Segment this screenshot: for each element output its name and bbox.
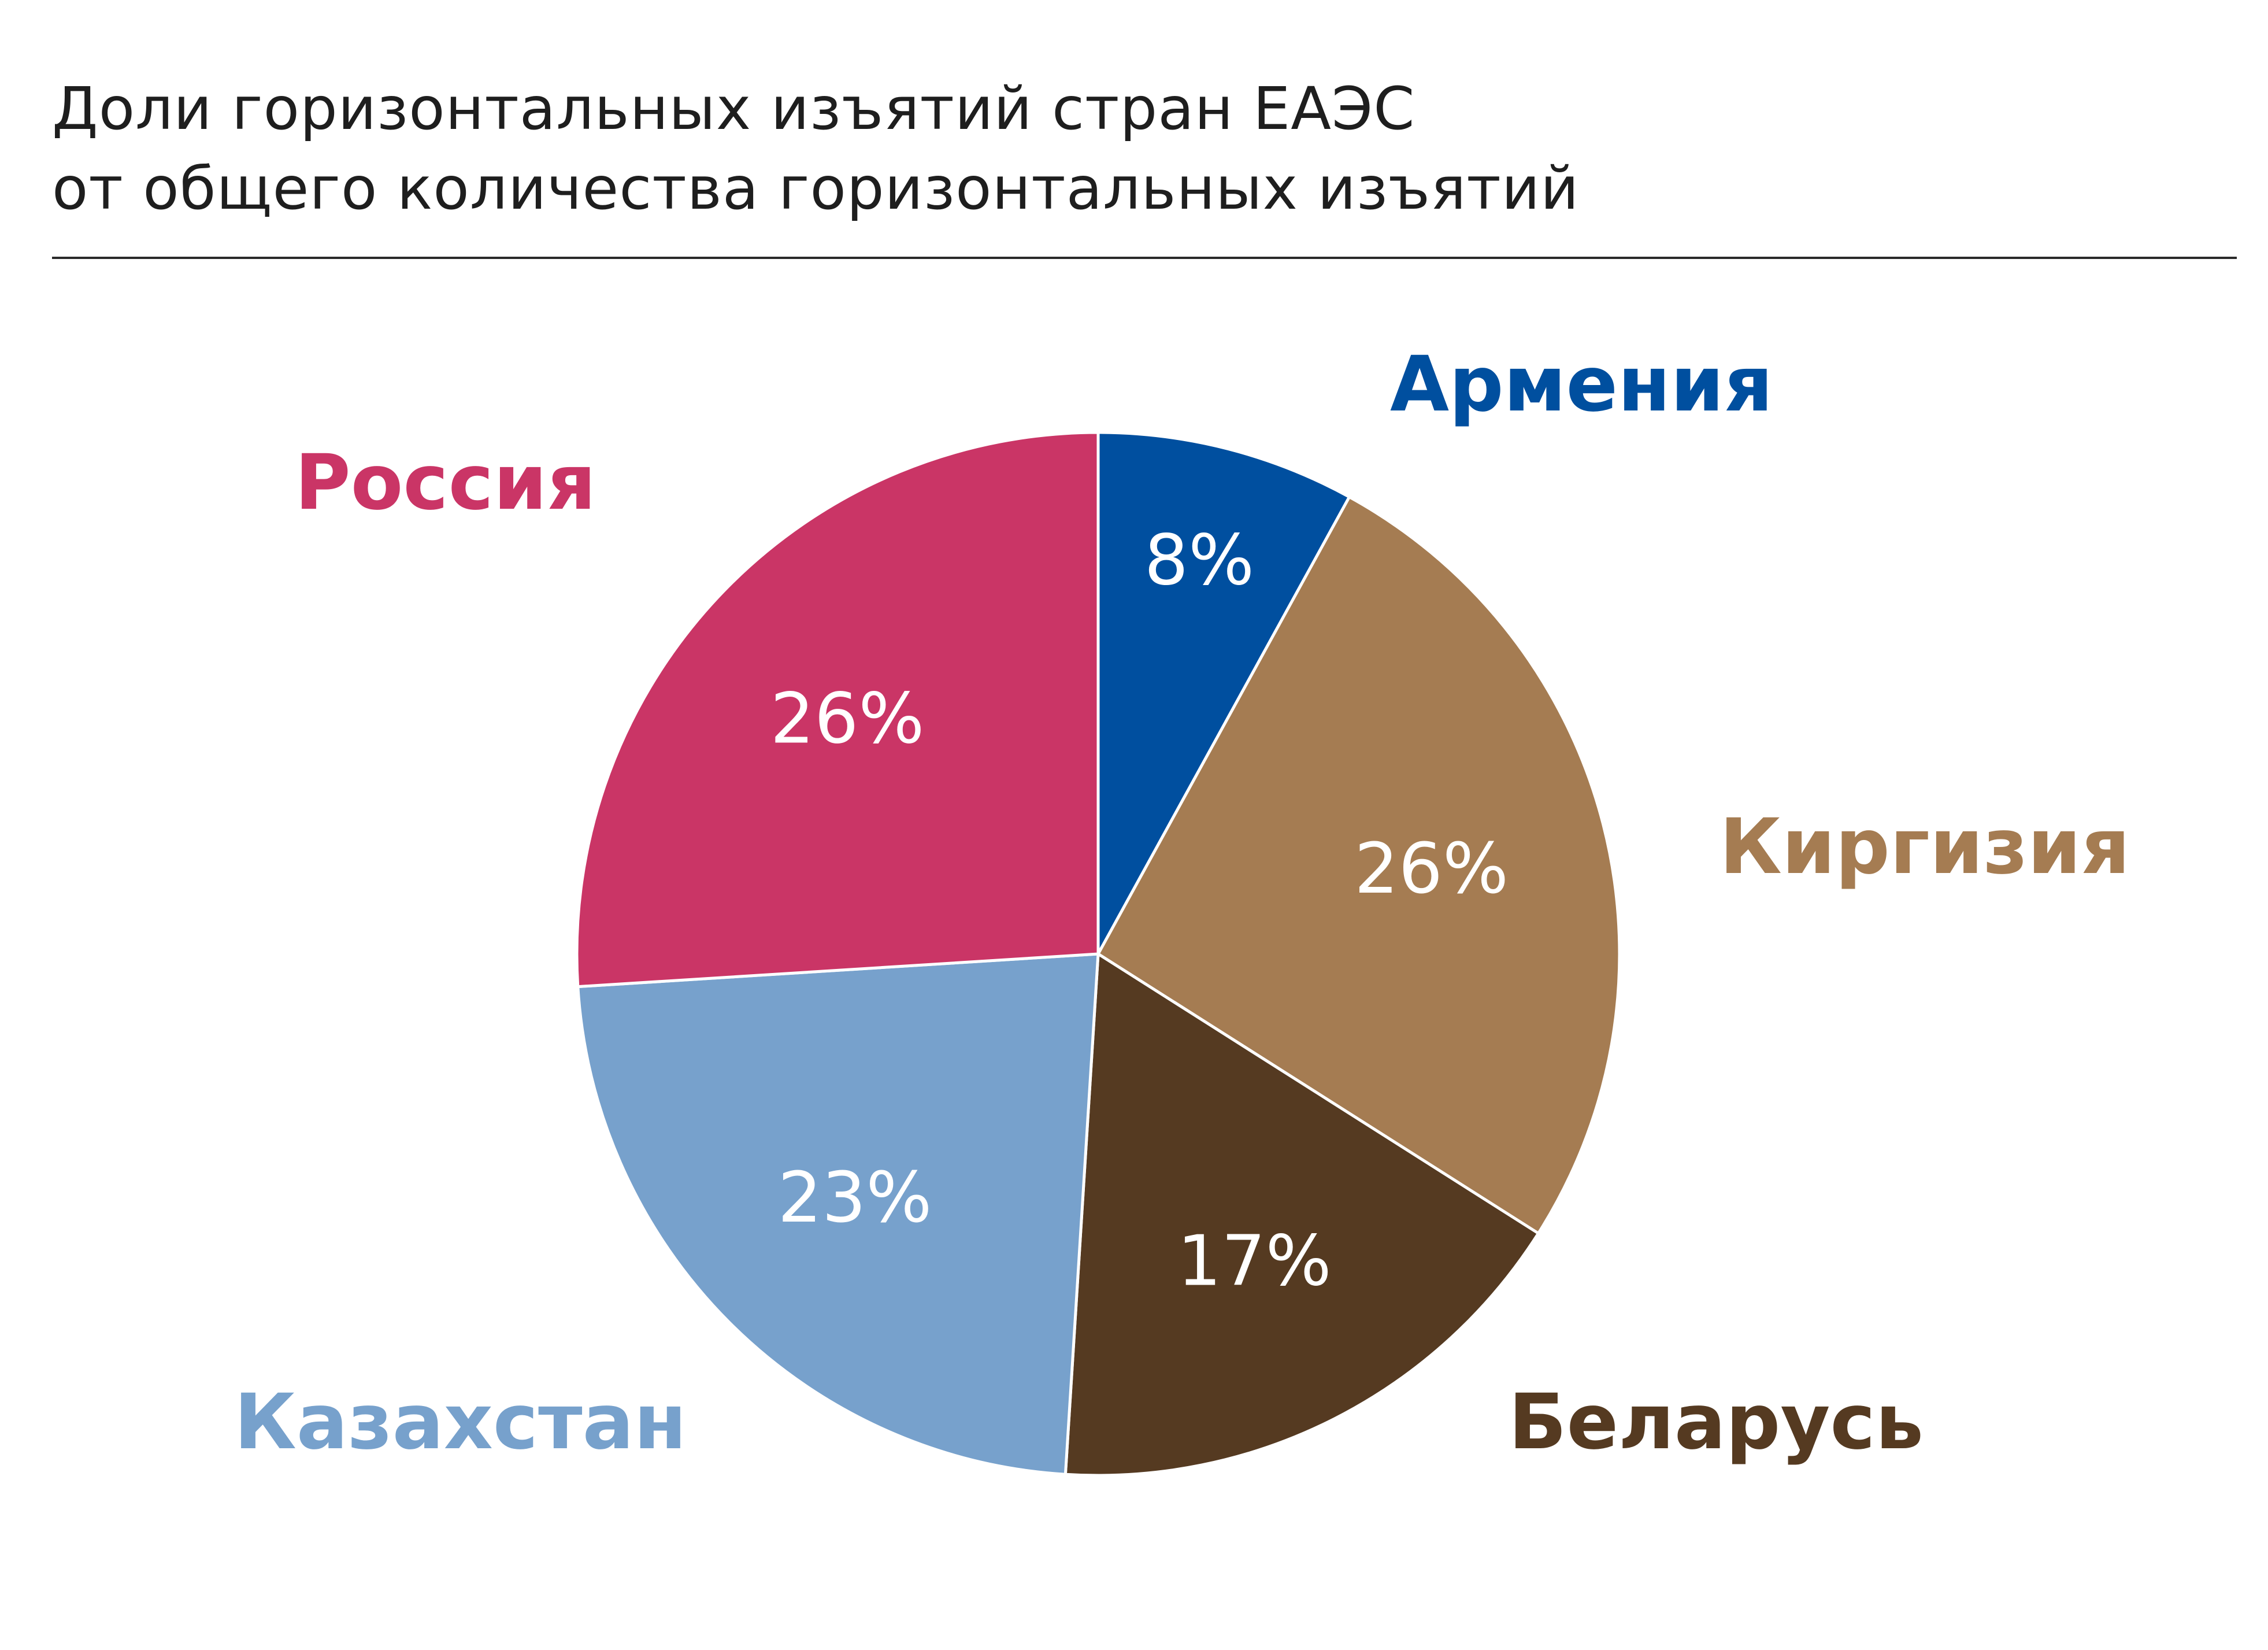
category-label-3: Беларусь — [1509, 1378, 1924, 1467]
pie-slice-5 — [575, 431, 1100, 989]
value-label-2: 26% — [1354, 829, 1509, 909]
category-label-1: Армения — [1390, 340, 1773, 429]
pie-slice-2 — [1096, 495, 1621, 1235]
chart-title: Доли горизонтальных изъятий стран ЕАЭС о… — [52, 69, 1579, 229]
pie-slices — [575, 431, 1621, 1477]
value-label-5: 26% — [770, 679, 925, 759]
title-divider — [52, 257, 2237, 259]
pie-slice-4 — [576, 952, 1100, 1476]
value-label-4: 23% — [778, 1158, 932, 1238]
pie-value-labels: 8% 26% 17% 23% 26% — [770, 521, 1509, 1302]
value-label-1: 8% — [1144, 521, 1254, 601]
category-label-2: Киргизия — [1719, 802, 2130, 891]
category-label-5: Россия — [295, 438, 596, 527]
chart-title-line-1: Доли горизонтальных изъятий стран ЕАЭС — [52, 75, 1415, 143]
value-label-3: 17% — [1177, 1221, 1332, 1301]
pie-slice-1 — [1096, 431, 1351, 956]
category-label-4: Казахстан — [234, 1378, 687, 1467]
pie-category-labels: Армения Киргизия Беларусь Казахстан Россия — [234, 340, 2130, 1467]
pie-slice-3 — [1063, 952, 1540, 1477]
chart-title-line-2: от общего количества горизонтальных изъя… — [52, 154, 1580, 223]
